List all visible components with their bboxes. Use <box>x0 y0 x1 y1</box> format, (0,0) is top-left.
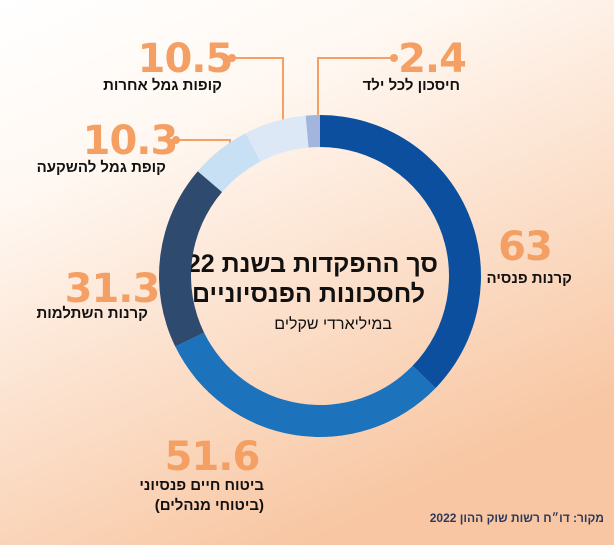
source: מקור: דו״ח רשות שוק ההון 2022 <box>430 511 604 525</box>
leader-dot <box>172 136 180 144</box>
donut-slice <box>305 115 320 148</box>
category-label: קופת גמל להשקעה <box>37 159 166 176</box>
donut-slice <box>175 332 436 438</box>
value-label: 31.3 <box>65 266 160 312</box>
value-label: 10.5 <box>138 36 233 82</box>
value-label: 63 <box>498 224 552 270</box>
category-label: קרנות השתלמות <box>36 305 148 322</box>
value-label: 51.6 <box>165 434 260 480</box>
value-label: 10.3 <box>83 118 178 164</box>
donut-slice <box>197 133 261 193</box>
category-label: חיסכון לכל ילד <box>363 77 460 94</box>
category-label: ביטוח חיים פנסיוני (ביטוחי מנהלים) <box>139 477 264 514</box>
category-label: קופות גמל אחרות <box>103 77 222 94</box>
donut-slice <box>159 171 223 347</box>
chart-title: סך ההפקדות בשנת 2022 <box>159 250 438 278</box>
category-label: קרנות פנסיה <box>487 270 572 287</box>
donut-slice <box>320 115 482 389</box>
chart-title: לחסכונות הפנסיוניים <box>192 280 425 308</box>
chart-subtitle: במיליארדי שקלים <box>274 315 392 333</box>
leader-dot <box>390 54 398 62</box>
leader-dot <box>228 54 236 62</box>
value-label: 2.4 <box>398 36 466 82</box>
donut-slice <box>245 115 309 162</box>
